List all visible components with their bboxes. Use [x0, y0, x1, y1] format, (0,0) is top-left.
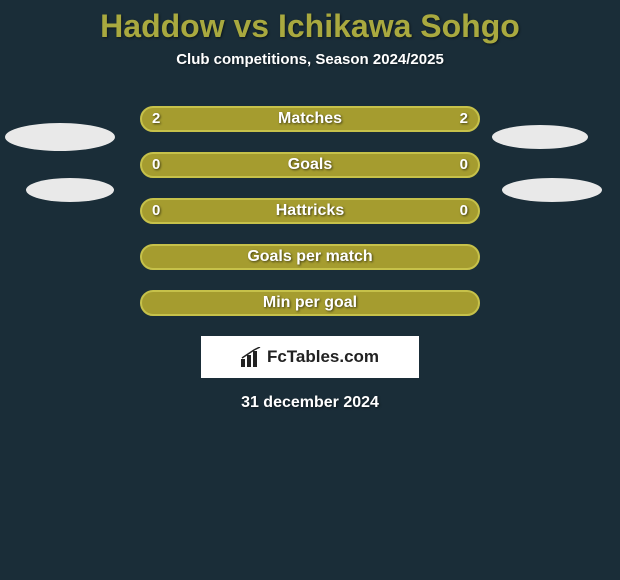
stat-value-left: 2 — [152, 106, 160, 132]
stat-bar: Goals — [140, 152, 480, 178]
stat-value-left: 0 — [152, 152, 160, 178]
stat-bar: Hattricks — [140, 198, 480, 224]
stat-row: Min per goal — [0, 280, 620, 326]
stat-bar: Min per goal — [140, 290, 480, 316]
stat-label: Hattricks — [276, 202, 344, 220]
decor-ellipse — [492, 125, 588, 149]
decor-ellipse — [502, 178, 602, 202]
stat-value-right: 0 — [460, 152, 468, 178]
logo-text: FcTables.com — [267, 347, 379, 367]
stat-label: Goals — [288, 156, 332, 174]
stat-value-right: 0 — [460, 198, 468, 224]
date-text: 31 december 2024 — [0, 394, 620, 412]
comparison-title: Haddow vs Ichikawa Sohgo — [0, 0, 620, 45]
attribution-logo: FcTables.com — [201, 336, 419, 378]
stat-bar: Goals per match — [140, 244, 480, 270]
stat-label: Goals per match — [247, 248, 372, 266]
decor-ellipse — [26, 178, 114, 202]
comparison-subtitle: Club competitions, Season 2024/2025 — [0, 51, 620, 68]
stat-bar: Matches — [140, 106, 480, 132]
stat-row: Goals per match — [0, 234, 620, 280]
stat-value-right: 2 — [460, 106, 468, 132]
stat-value-left: 0 — [152, 198, 160, 224]
decor-ellipse — [5, 123, 115, 151]
logo-inner: FcTables.com — [241, 347, 379, 367]
bars-icon — [241, 347, 263, 367]
stat-label: Min per goal — [263, 294, 357, 312]
stat-label: Matches — [278, 110, 342, 128]
